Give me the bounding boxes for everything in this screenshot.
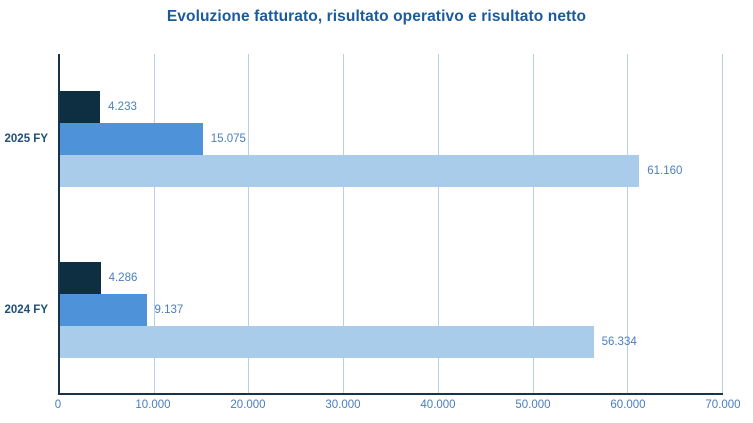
gridline <box>248 54 250 393</box>
bar-row: 61.160 <box>60 155 723 188</box>
x-tick-label: 30.000 <box>325 399 361 411</box>
gridline <box>343 54 345 393</box>
x-tick-label: 70.000 <box>705 399 741 411</box>
x-tick-label: 50.000 <box>515 399 551 411</box>
bar-value-label: 4.286 <box>108 271 138 284</box>
bar-group-2024-fy: 4.286 9.137 56.334 <box>60 261 723 358</box>
gridline <box>153 54 155 393</box>
plot-area: 4.233 15.075 61.160 4.286 9.137 56.334 <box>58 54 723 395</box>
x-tick-label: 10.000 <box>135 399 171 411</box>
gridline <box>627 54 629 393</box>
chart-title: Evoluzione fatturato, risultato operativ… <box>166 8 587 25</box>
bar-value-label: 61.160 <box>647 165 683 178</box>
bar-value-label: 56.334 <box>601 335 637 348</box>
bar-risultato-netto-2025-fy <box>60 91 101 124</box>
bar-row: 15.075 <box>60 123 723 156</box>
bar-row: 4.233 <box>60 91 723 124</box>
bar-value-label: 15.075 <box>210 133 246 146</box>
x-axis: 0 10.000 20.000 30.000 40.000 50.000 60.000 70.… <box>54 399 741 415</box>
gridline <box>437 54 439 393</box>
bar-risultato-operativo-2025-fy <box>60 123 203 156</box>
x-tick-label: 20.000 <box>230 399 266 411</box>
gridline <box>722 54 723 393</box>
category-label-2025-fy: 2025 FY <box>4 133 48 146</box>
bar-row: 4.286 <box>60 261 723 294</box>
bar-fatturato-2025-fy <box>60 155 640 188</box>
category-label-2024-fy: 2024 FY <box>4 303 48 316</box>
bar-fatturato-2024-fy <box>60 325 594 358</box>
bar-value-label: 9.137 <box>154 303 184 316</box>
x-tick-label: 60.000 <box>610 399 646 411</box>
gridline <box>532 54 534 393</box>
bar-row: 9.137 <box>60 293 723 326</box>
bar-row: 56.334 <box>60 325 723 358</box>
bar-value-label: 4.233 <box>108 101 137 114</box>
bar-risultato-operativo-2024-fy <box>60 293 147 326</box>
bar-risultato-netto-2024-fy <box>60 261 101 294</box>
bar-group-2025-fy: 4.233 15.075 61.160 <box>60 91 723 188</box>
x-tick-label: 40.000 <box>420 399 456 411</box>
x-tick-label: 0 <box>54 399 62 411</box>
